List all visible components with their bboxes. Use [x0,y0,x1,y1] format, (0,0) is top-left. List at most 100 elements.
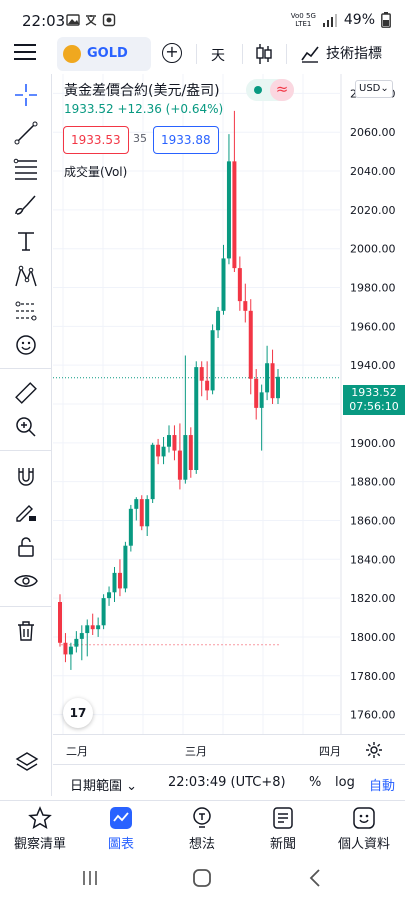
home-icon[interactable] [190,866,214,890]
market-status-toggle[interactable]: ≈ [246,79,294,101]
tradingview-logo[interactable]: 17 [63,698,93,728]
menu-icon[interactable] [14,44,36,64]
trend-line-icon[interactable] [13,120,39,146]
magnet-icon[interactable] [13,464,39,490]
candle-body [276,376,280,399]
indicators-icon [301,46,319,63]
candle-body [232,161,237,269]
volume-label: 成交量(Vol) [64,165,128,179]
candle-body [221,258,226,311]
buy-button[interactable]: 1933.88 [153,126,219,154]
chart-area[interactable]: 1760.00 1780.00 1800.00 1820.00 1840.00 1860.… [53,74,405,734]
currency-label: USD [359,83,381,94]
plus-circle-icon[interactable]: + [162,43,182,63]
zoom-in-icon[interactable] [13,414,39,440]
candle-body [210,330,215,391]
translate-icon [85,15,97,26]
candle-body [259,392,264,408]
time-label: 二月 [66,745,88,758]
price-tick-label: 1840.00 [350,553,396,566]
price-axis: 1760.00 1780.00 1800.00 1820.00 1840.00 1860.… [350,87,396,721]
candle-body [161,446,166,457]
interval-button[interactable]: 天 [211,48,225,64]
text-icon[interactable] [13,228,39,254]
toolbar-divider [0,450,52,451]
nav-label: 觀察清單 [13,837,66,852]
candle-body [265,363,270,393]
chart-grid [53,74,342,734]
nav-chart[interactable]: 圖表 [81,805,161,852]
lock-pencil-icon[interactable] [13,498,39,524]
toolbar-divider [0,368,52,369]
nav-profile[interactable]: 個人資料 [324,805,404,852]
candle-body [172,435,177,451]
nav-news[interactable]: 新聞 [243,805,323,852]
date-range-button[interactable]: 日期範圍 ⌄ [70,779,138,794]
price-tick-label: 1860.00 [350,514,396,527]
candle-body [68,646,73,655]
candle-body [85,625,90,634]
wave-icon: ≈ [270,79,294,101]
lock-icon[interactable] [13,534,39,560]
candle-body [90,625,95,630]
candle-body [150,444,155,500]
nav-label: 圖表 [107,837,134,852]
current-price-tag: 1933.52 07:56:10 [343,385,405,415]
nav-label: 想法 [188,837,215,852]
status-bar: 22:03 Vo0 5G LTE1 49% [0,0,405,44]
toolbar-divider [0,606,52,607]
gear-icon[interactable] [365,741,383,759]
toolbar-divider [242,44,243,64]
bottom-navigation: 觀察清單 圖表 想法 新聞 個人資料 [0,800,405,856]
candle-body [167,435,171,447]
back-icon[interactable] [304,866,328,890]
chart-canvas[interactable]: 1760.00 1780.00 1800.00 1820.00 1840.00 1860.… [53,74,405,734]
candle-body [139,499,144,527]
price-tick-label: 1800.00 [350,631,396,644]
toolbar-divider [286,44,287,64]
trash-icon[interactable] [13,618,39,644]
candle-body [270,363,275,399]
system-navigation [0,856,405,900]
log-toggle[interactable]: log [335,775,355,790]
candle-body [188,435,193,470]
layers-icon[interactable] [14,750,40,776]
candle-body [205,380,210,391]
time-axis[interactable]: 二月 三月 四月 [53,734,405,764]
candle-body [243,301,248,311]
news-icon [273,807,293,829]
gallery-icon [66,14,80,26]
eye-icon[interactable] [13,568,39,594]
indicators-button[interactable]: 技術指標 [300,43,382,63]
last-price: 1933.52 [64,102,114,116]
price-tick-label: 2020.00 [350,204,396,217]
recent-apps-icon[interactable] [78,866,102,890]
symbol-search-button[interactable]: GOLD [57,37,151,71]
time-label: 三月 [185,745,207,758]
chart-controls-bar: 日期範圍 ⌄ 22:03:49 (UTC+8) % log 自動 [53,764,405,800]
sell-button[interactable]: 1933.53 [63,126,129,154]
auto-toggle[interactable]: 自動 [369,779,396,794]
percent-toggle[interactable]: % [309,775,322,790]
candle-body [177,450,182,480]
crosshair-icon[interactable] [13,82,39,108]
prediction-icon[interactable] [13,298,39,324]
ruler-icon[interactable] [13,380,39,406]
indicators-label: 技術指標 [326,46,382,62]
currency-select[interactable]: USD⌄ [355,80,393,98]
brush-icon[interactable] [13,192,39,218]
pattern-icon[interactable] [13,264,39,290]
candle-body [237,268,242,302]
nav-label: 個人資料 [337,837,390,852]
status-time: 22:03 [22,12,66,30]
nav-ideas[interactable]: 想法 [162,805,242,852]
market-open-dot [254,86,262,94]
price-change: +12.36 (+0.64%) [117,102,224,116]
clock-display[interactable]: 22:03:49 (UTC+8) [168,775,286,790]
fib-retracement-icon[interactable] [13,156,39,182]
drawing-toolbar [0,74,52,796]
emoji-icon[interactable] [13,332,39,358]
candle-body [58,602,62,643]
nav-watchlist[interactable]: 觀察清單 [0,805,80,852]
candles-icon[interactable] [254,43,274,65]
